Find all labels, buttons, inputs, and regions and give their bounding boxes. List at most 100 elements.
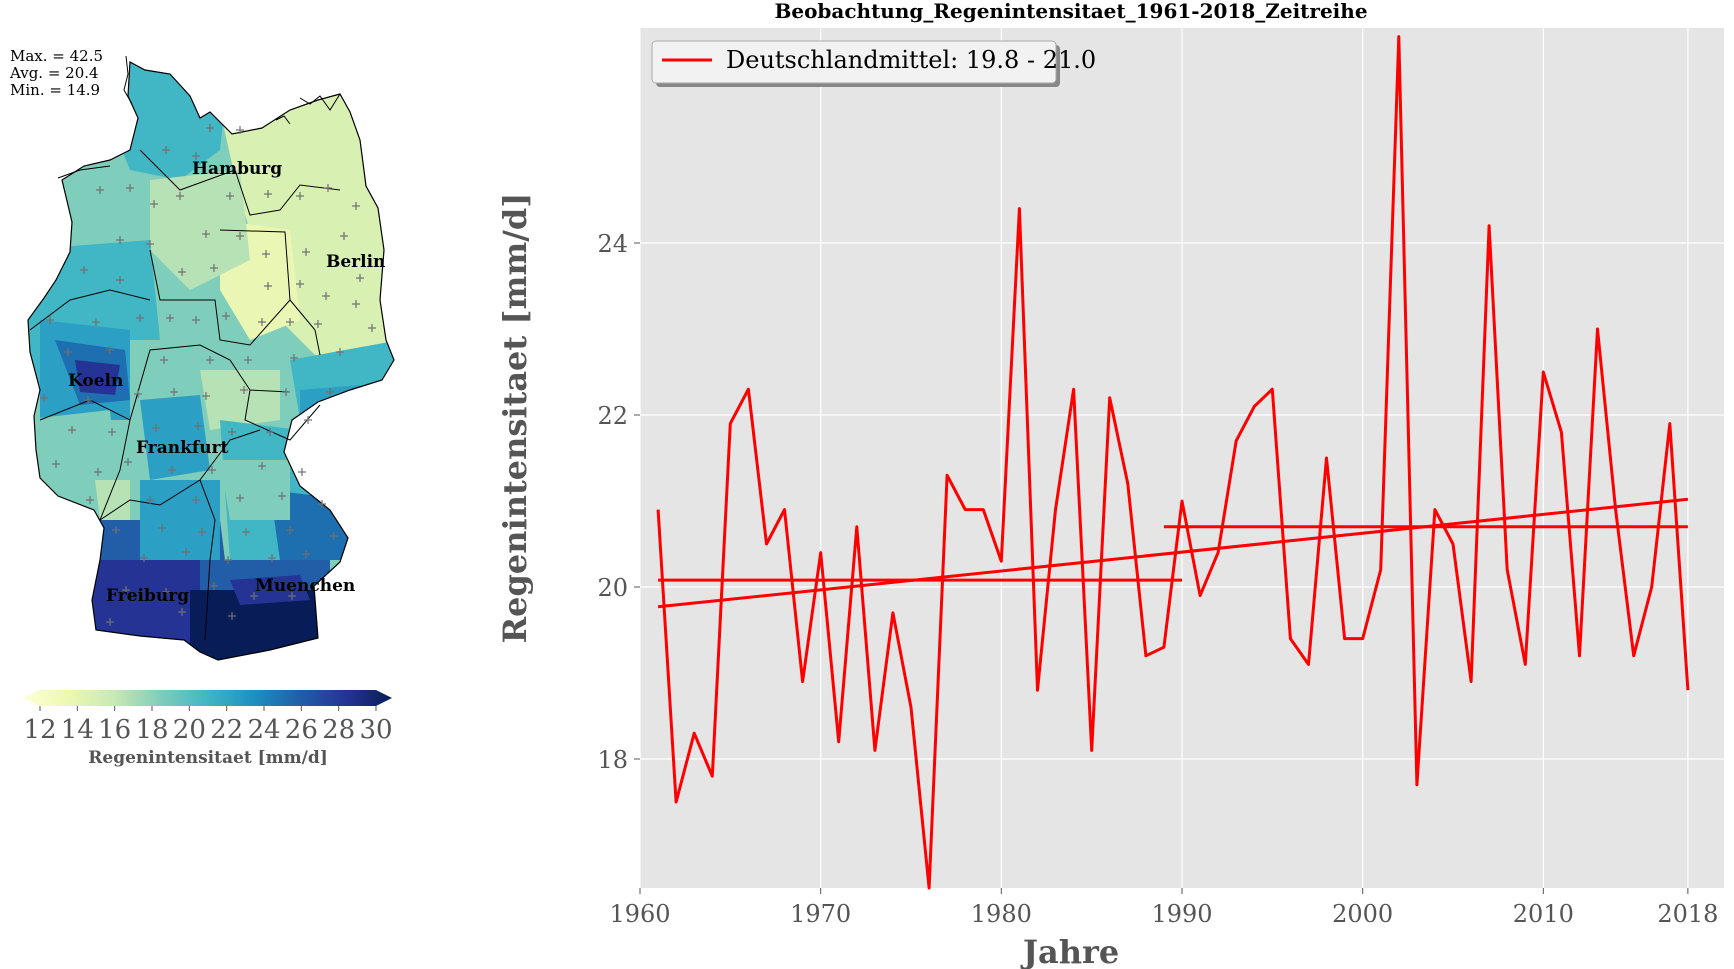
- station-marker: [202, 392, 210, 400]
- x-axis-label: Jahre: [1020, 933, 1119, 969]
- series-layer: [656, 35, 1690, 890]
- y-tick-label: 22: [597, 402, 628, 430]
- station-marker: [166, 314, 174, 322]
- colorbar-tick-label: 16: [98, 715, 131, 745]
- station-marker: [108, 428, 116, 436]
- station-marker: [250, 592, 258, 600]
- station-marker: [192, 496, 200, 504]
- state-borders: [29, 149, 341, 641]
- y-tick-label: 20: [597, 574, 628, 602]
- station-marker: [198, 528, 206, 536]
- y-tick-label: 18: [597, 746, 628, 774]
- city-label-freiburg: Freiburg: [106, 586, 189, 606]
- station-marker: [264, 190, 272, 198]
- station-marker: [162, 588, 170, 596]
- station-marker: [92, 318, 100, 326]
- station-marker: [340, 232, 348, 240]
- station-marker: [208, 466, 216, 474]
- station-marker: [322, 292, 330, 300]
- station-marker: [282, 388, 290, 396]
- colorbar-tick-label: 28: [322, 715, 355, 745]
- station-marker: [146, 240, 154, 248]
- x-axis-ticks: 1960 1970 1980 1990 2000 2010 2018: [609, 888, 1718, 928]
- station-marker: [244, 356, 252, 364]
- station-marker: [336, 348, 344, 356]
- city-labels: Hamburg Berlin Koeln Frankfurt Freiburg …: [68, 159, 385, 606]
- station-marker: [86, 496, 94, 504]
- station-marker: [222, 312, 230, 320]
- x-tick-label: 1970: [790, 900, 851, 928]
- station-marker: [266, 428, 274, 436]
- station-marker: [262, 250, 270, 258]
- station-marker: [264, 282, 272, 290]
- station-marker: [236, 126, 244, 134]
- station-marker: [162, 146, 170, 154]
- station-marker: [178, 268, 186, 276]
- station-marker: [96, 186, 104, 194]
- station-markers: [40, 124, 376, 626]
- station-marker: [302, 248, 310, 256]
- station-marker: [152, 424, 160, 432]
- station-marker: [302, 550, 310, 558]
- germany-map: Hamburg Berlin Koeln Frankfurt Freiburg …: [22, 55, 395, 768]
- x-tick-label: 2018: [1657, 900, 1718, 928]
- city-label-berlin: Berlin: [326, 252, 385, 272]
- station-marker: [202, 230, 210, 238]
- station-marker: [210, 264, 218, 272]
- station-marker: [210, 582, 218, 590]
- station-marker: [192, 152, 200, 160]
- station-marker: [52, 460, 60, 468]
- stat-max: Max. = 42.5: [10, 47, 104, 65]
- station-marker: [178, 608, 186, 616]
- station-marker: [122, 586, 130, 594]
- station-marker: [352, 300, 360, 308]
- station-marker: [228, 428, 236, 436]
- station-marker: [278, 492, 286, 500]
- station-marker: [304, 416, 312, 424]
- station-marker: [290, 354, 298, 362]
- colorbar-ticks: 12 14 16 18 20 22 24 26 28 30: [23, 706, 393, 745]
- colorbar-tick-label: 14: [61, 715, 94, 745]
- station-marker: [240, 386, 248, 394]
- station-marker: [146, 496, 154, 504]
- colorbar-tick-label: 18: [135, 715, 168, 745]
- station-marker: [352, 202, 360, 210]
- legend: Deutschlandmittel: 19.8 - 21.0: [651, 40, 1096, 87]
- station-marker: [64, 348, 72, 356]
- station-marker: [226, 192, 234, 200]
- colorbar-tick-label: 20: [173, 715, 206, 745]
- station-marker: [68, 426, 76, 434]
- station-marker: [176, 192, 184, 200]
- station-marker: [368, 324, 376, 332]
- y-tick-label: 24: [597, 230, 628, 258]
- station-marker: [126, 184, 134, 192]
- legend-box: [651, 40, 1057, 84]
- station-marker: [94, 468, 102, 476]
- gridlines: [639, 28, 1724, 888]
- station-marker: [326, 388, 334, 396]
- stat-min: Min. = 14.9: [10, 81, 101, 99]
- colorbar-label: Regenintensitaet [mm/d]: [88, 748, 328, 768]
- station-marker: [288, 592, 296, 600]
- colorbar-tick-label: 30: [359, 715, 392, 745]
- legend-entry: Deutschlandmittel: 19.8 - 21.0: [726, 46, 1096, 74]
- station-marker: [314, 320, 322, 328]
- station-marker: [84, 396, 92, 404]
- x-tick-label: 1990: [1151, 900, 1212, 928]
- station-marker: [150, 200, 158, 208]
- station-marker: [112, 526, 120, 534]
- trend-line: [657, 497, 1689, 609]
- city-label-koeln: Koeln: [68, 371, 123, 391]
- station-marker: [46, 316, 54, 324]
- x-tick-label: 2000: [1332, 900, 1393, 928]
- station-marker: [236, 494, 244, 502]
- station-marker: [168, 466, 176, 474]
- city-label-hamburg: Hamburg: [192, 159, 282, 179]
- colorbar-tick-label: 24: [247, 715, 280, 745]
- colorbar-tick-label: 12: [23, 715, 56, 745]
- station-marker: [116, 236, 124, 244]
- station-marker: [224, 556, 232, 564]
- station-marker: [298, 468, 306, 476]
- chart-title: Beobachtung_Regenintensitaet_1961-2018_Z…: [774, 0, 1367, 23]
